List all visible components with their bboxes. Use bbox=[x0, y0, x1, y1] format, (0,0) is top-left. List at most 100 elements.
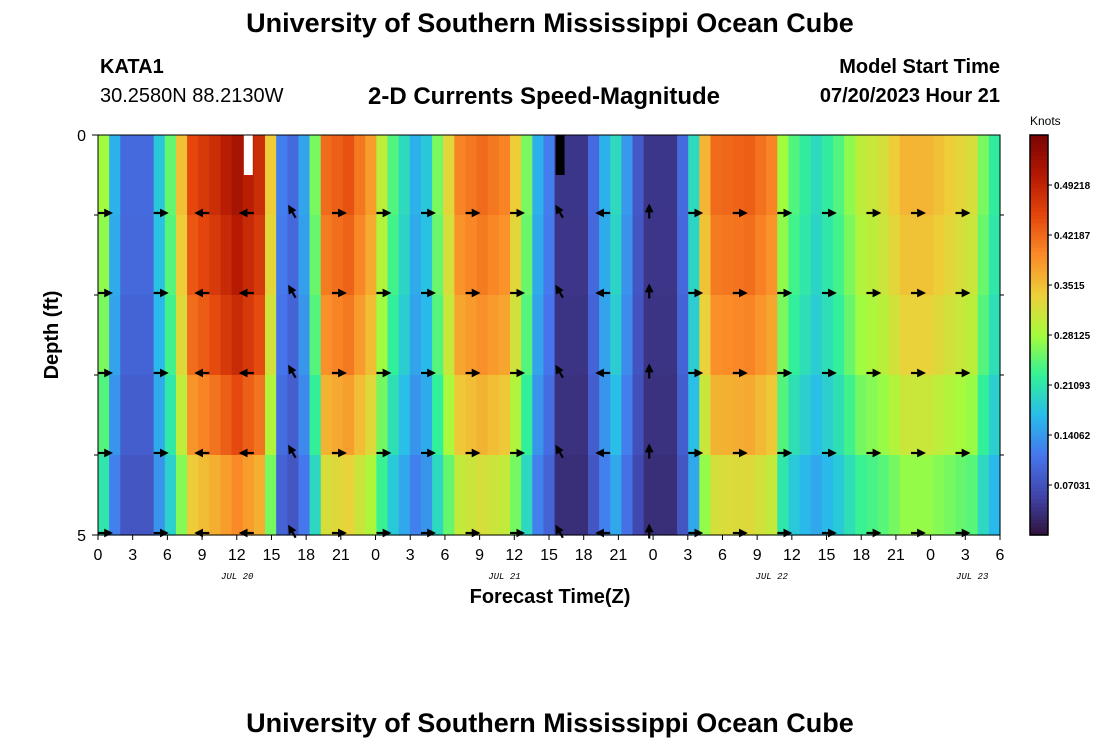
heatmap-cell bbox=[632, 455, 645, 536]
colorbar: Knots 0.07031 0.14062 0.21093 0.28125 0.3515 0… bbox=[1029, 114, 1091, 536]
heatmap-cell bbox=[220, 295, 233, 376]
heatmap-cell bbox=[866, 215, 879, 296]
heatmap-cell bbox=[799, 295, 812, 376]
x-tick-label: 15 bbox=[818, 547, 836, 564]
heatmap-cell bbox=[220, 215, 233, 296]
heatmap-cell bbox=[342, 375, 355, 456]
current-vector bbox=[288, 284, 297, 299]
heatmap-cell bbox=[576, 135, 589, 216]
colorbar-swatch bbox=[1030, 287, 1048, 292]
heatmap-cell bbox=[98, 215, 110, 296]
colorbar-swatch bbox=[1030, 195, 1048, 200]
heatmap-cell bbox=[443, 215, 455, 296]
heatmap-cell bbox=[710, 295, 723, 376]
colorbar-swatch bbox=[1030, 259, 1048, 264]
heatmap-cell bbox=[164, 455, 177, 536]
colorbar-swatch bbox=[1030, 247, 1048, 252]
colorbar-swatch bbox=[1030, 335, 1048, 340]
colorbar-swatch bbox=[1030, 483, 1048, 488]
colorbar-swatch bbox=[1030, 171, 1048, 176]
heatmap-cell bbox=[209, 135, 222, 216]
colorbar-swatch bbox=[1030, 379, 1048, 384]
heatmap-cell bbox=[755, 455, 767, 536]
surface-marker bbox=[555, 135, 565, 175]
colorbar-swatch bbox=[1030, 239, 1048, 244]
heatmap-cell bbox=[253, 375, 266, 456]
colorbar-swatch bbox=[1030, 299, 1048, 304]
heatmap-cell bbox=[253, 455, 266, 536]
colorbar-swatch bbox=[1030, 143, 1048, 148]
heatmap-cell bbox=[498, 215, 511, 296]
heatmap-cell bbox=[654, 455, 667, 536]
heatmap-cell bbox=[510, 455, 522, 536]
heatmap-cell bbox=[821, 135, 834, 216]
colorbar-swatch bbox=[1030, 427, 1048, 432]
heatmap-cell bbox=[231, 135, 244, 216]
heatmap-cell bbox=[732, 215, 745, 296]
current-vectors bbox=[98, 203, 971, 539]
heatmap-cell bbox=[142, 215, 155, 296]
colorbar-swatch bbox=[1030, 355, 1048, 360]
heatmap-cell bbox=[120, 375, 133, 456]
x-tick-label: 0 bbox=[649, 547, 658, 564]
heatmap-cell bbox=[443, 295, 455, 376]
heatmap-cell bbox=[866, 455, 879, 536]
heatmap-cell bbox=[198, 455, 210, 536]
heatmap-cell bbox=[643, 215, 656, 296]
heatmap-cell bbox=[799, 135, 812, 216]
heatmap bbox=[98, 135, 1001, 536]
heatmap-cell bbox=[621, 215, 634, 296]
heatmap-cell bbox=[688, 455, 700, 536]
heatmap-cell bbox=[231, 295, 244, 376]
heatmap-cell bbox=[699, 375, 712, 456]
heatmap-cell bbox=[933, 295, 945, 376]
current-vector bbox=[555, 444, 564, 459]
heatmap-cell bbox=[498, 455, 511, 536]
colorbar-swatch bbox=[1030, 203, 1048, 208]
station-id: KATA1 bbox=[100, 56, 164, 78]
colorbar-swatch bbox=[1030, 135, 1048, 140]
heatmap-cell bbox=[732, 375, 745, 456]
colorbar-swatch bbox=[1030, 243, 1048, 248]
heatmap-cell bbox=[699, 455, 712, 536]
heatmap-cell bbox=[253, 295, 266, 376]
heatmap-cell bbox=[855, 215, 867, 296]
colorbar-swatch bbox=[1030, 431, 1048, 436]
colorbar-swatch bbox=[1030, 451, 1048, 456]
heatmap-cell bbox=[153, 455, 166, 536]
heatmap-cell bbox=[276, 295, 288, 376]
colorbar-swatch bbox=[1030, 323, 1048, 328]
heatmap-cell bbox=[977, 375, 990, 456]
heatmap-cell bbox=[677, 455, 689, 536]
heatmap-cell bbox=[287, 455, 300, 536]
heatmap-cell bbox=[899, 215, 912, 296]
heatmap-cell bbox=[933, 215, 945, 296]
colorbar-swatch bbox=[1030, 407, 1048, 412]
heatmap-cell bbox=[298, 215, 311, 296]
colorbar-swatch bbox=[1030, 199, 1048, 204]
colorbar-swatch bbox=[1030, 475, 1048, 480]
heatmap-cell bbox=[532, 135, 545, 216]
colorbar-swatch bbox=[1030, 515, 1048, 520]
heatmap-cell bbox=[354, 135, 366, 216]
heatmap-cell bbox=[309, 295, 322, 376]
x-tick-label: 6 bbox=[996, 547, 1005, 564]
heatmap-cell bbox=[532, 215, 545, 296]
colorbar-swatch bbox=[1030, 371, 1048, 376]
colorbar-swatch bbox=[1030, 275, 1048, 280]
heatmap-cell bbox=[331, 135, 344, 216]
heatmap-cell bbox=[175, 375, 188, 456]
colorbar-tick-label: 0.21093 bbox=[1054, 381, 1091, 392]
heatmap-cell bbox=[354, 375, 366, 456]
heatmap-cell bbox=[175, 295, 188, 376]
heatmap-cell bbox=[899, 375, 912, 456]
heatmap-cell bbox=[476, 135, 489, 216]
colorbar-swatch bbox=[1030, 463, 1048, 468]
heatmap-cell bbox=[599, 215, 611, 296]
date-label: JUL 21 bbox=[488, 572, 520, 582]
heatmap-cell bbox=[465, 215, 478, 296]
heatmap-cell bbox=[342, 215, 355, 296]
heatmap-cell bbox=[654, 295, 667, 376]
y-tick-label: 5 bbox=[77, 528, 86, 545]
heatmap-cell bbox=[888, 455, 901, 536]
